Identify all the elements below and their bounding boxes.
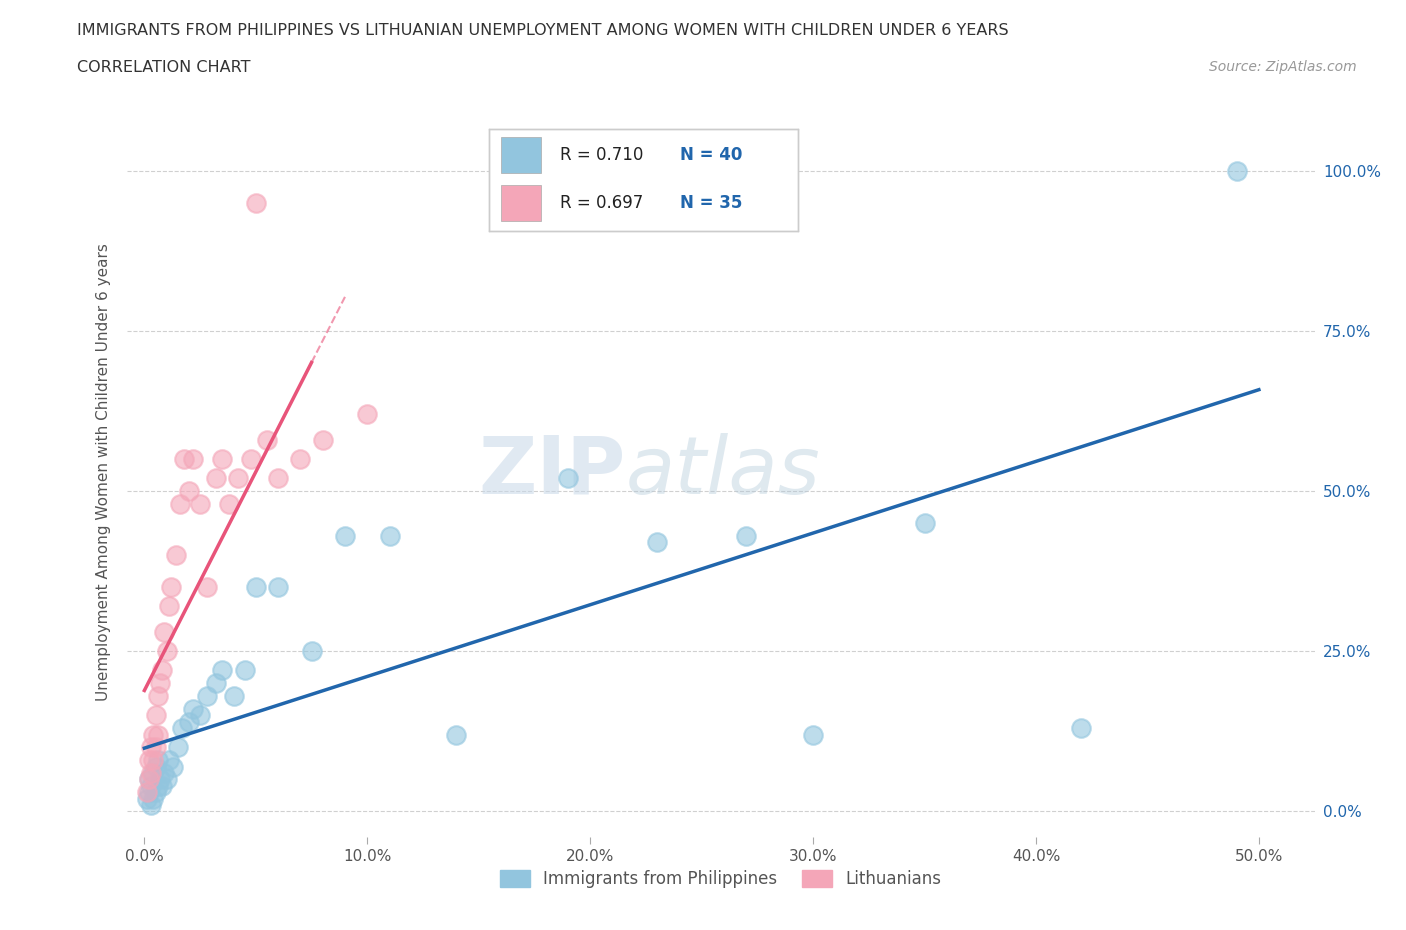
Point	[240, 452, 263, 467]
Point	[557, 471, 579, 485]
Point	[195, 689, 218, 704]
Y-axis label: Unemployment Among Women with Children Under 6 years: Unemployment Among Women with Children U…	[96, 243, 111, 701]
Point	[139, 765, 162, 780]
Point	[218, 497, 240, 512]
Point	[312, 432, 335, 447]
Point	[149, 772, 172, 787]
Point	[301, 644, 323, 658]
Point	[166, 740, 188, 755]
Point	[446, 727, 468, 742]
Point	[183, 701, 205, 716]
Point	[157, 599, 180, 614]
Point	[142, 765, 165, 780]
Point	[333, 528, 356, 543]
Point	[153, 625, 176, 640]
Point	[149, 676, 172, 691]
Point	[378, 528, 401, 543]
Point	[204, 676, 226, 691]
Text: ZIP: ZIP	[478, 433, 626, 511]
Point	[1070, 721, 1092, 736]
Legend: Immigrants from Philippines, Lithuanians: Immigrants from Philippines, Lithuanians	[494, 863, 948, 895]
Point	[138, 772, 160, 787]
Point	[142, 791, 165, 806]
Point	[177, 714, 200, 729]
Point	[156, 772, 179, 787]
Point	[914, 516, 936, 531]
Point	[145, 759, 167, 774]
Point	[177, 484, 200, 498]
Point	[211, 452, 233, 467]
Point	[173, 452, 195, 467]
Point	[204, 471, 226, 485]
Point	[183, 452, 205, 467]
Point	[645, 535, 668, 550]
Point	[735, 528, 758, 543]
Point	[188, 497, 211, 512]
Point	[256, 432, 278, 447]
Point	[153, 765, 176, 780]
Point	[1226, 164, 1249, 179]
Point	[138, 752, 160, 767]
Point	[138, 772, 160, 787]
Point	[233, 663, 256, 678]
Point	[211, 663, 233, 678]
Text: Source: ZipAtlas.com: Source: ZipAtlas.com	[1209, 60, 1357, 74]
Point	[150, 778, 173, 793]
Point	[142, 752, 165, 767]
Point	[135, 791, 157, 806]
Point	[245, 195, 267, 210]
Text: atlas: atlas	[626, 433, 820, 511]
Point	[188, 708, 211, 723]
Point	[245, 579, 267, 594]
Point	[222, 689, 245, 704]
Point	[267, 579, 290, 594]
Point	[160, 579, 183, 594]
Point	[169, 497, 191, 512]
Point	[356, 407, 378, 422]
Point	[139, 778, 162, 793]
Point	[150, 663, 173, 678]
Point	[195, 579, 218, 594]
Point	[146, 689, 169, 704]
Point	[139, 740, 162, 755]
Point	[290, 452, 312, 467]
Point	[801, 727, 824, 742]
Point	[145, 708, 167, 723]
Point	[165, 548, 187, 563]
Point	[139, 798, 162, 813]
Point	[267, 471, 290, 485]
Point	[138, 785, 160, 800]
Point	[146, 727, 169, 742]
Text: CORRELATION CHART: CORRELATION CHART	[77, 60, 250, 75]
Point	[162, 759, 184, 774]
Point	[146, 752, 169, 767]
Point	[226, 471, 249, 485]
Point	[135, 785, 157, 800]
Point	[156, 644, 179, 658]
Point	[145, 785, 167, 800]
Point	[157, 752, 180, 767]
Point	[145, 740, 167, 755]
Point	[172, 721, 194, 736]
Point	[146, 778, 169, 793]
Point	[142, 727, 165, 742]
Text: IMMIGRANTS FROM PHILIPPINES VS LITHUANIAN UNEMPLOYMENT AMONG WOMEN WITH CHILDREN: IMMIGRANTS FROM PHILIPPINES VS LITHUANIA…	[77, 23, 1010, 38]
